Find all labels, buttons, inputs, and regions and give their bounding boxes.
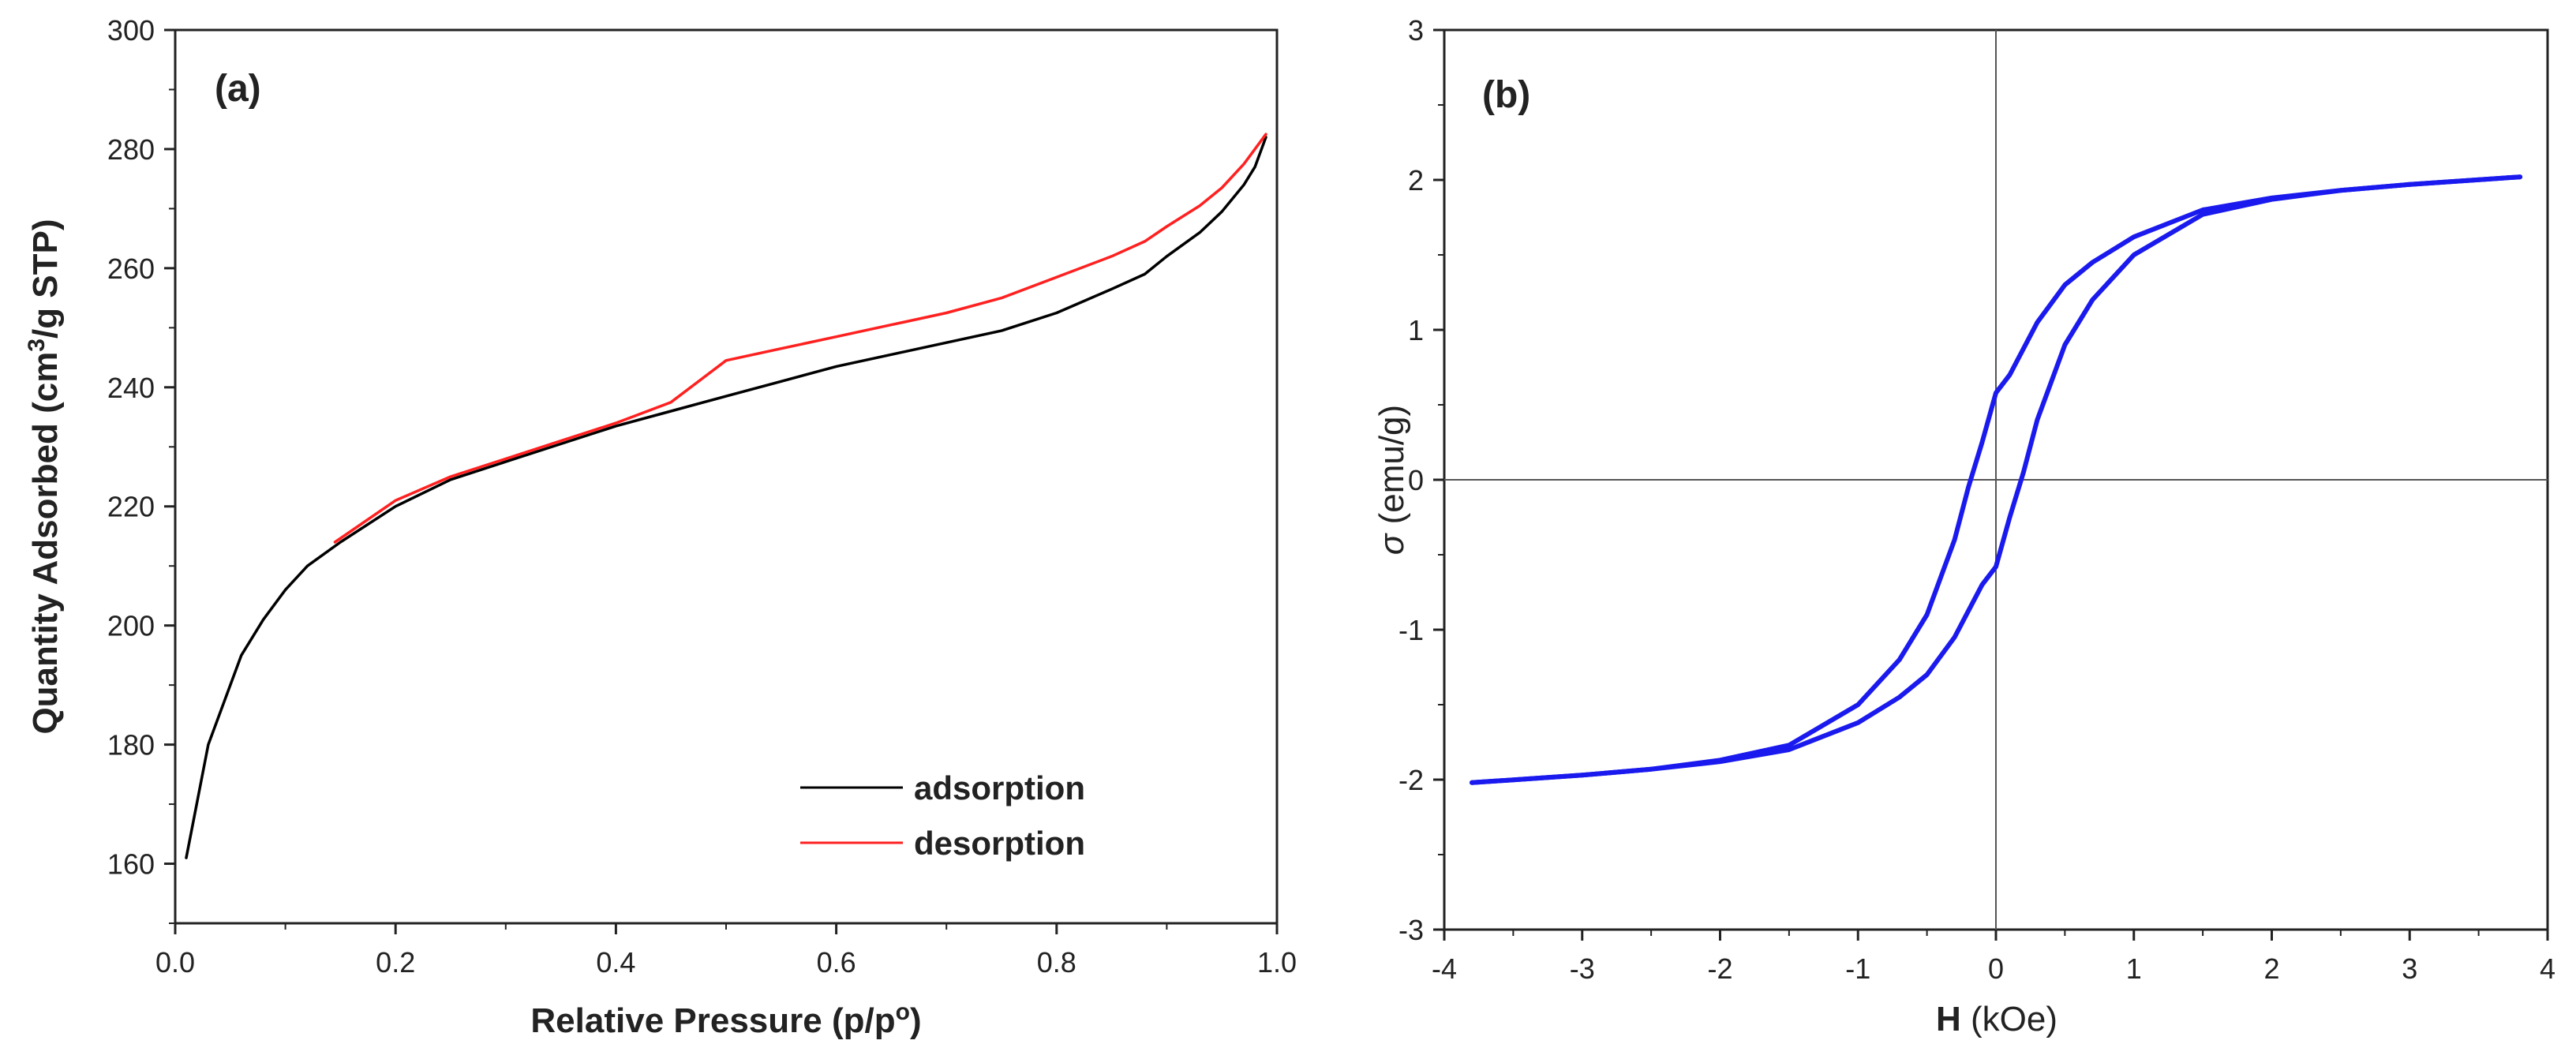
legend-label-adsorption: adsorption (914, 769, 1085, 806)
panel-b-label: (b) (1482, 74, 1530, 116)
x-tick-label: -1 (1845, 952, 1870, 985)
y-tick-label: 1 (1408, 314, 1424, 346)
y-tick-label: -3 (1398, 914, 1424, 946)
panel-a-y-axis-title: Quantity Adsorbed (cm3/g STP) (24, 219, 65, 734)
x-tick-label: -4 (1432, 952, 1457, 985)
x-tick-label: 0.8 (1037, 946, 1076, 979)
panel-a-tick-labels: 0.0 0.2 0.4 0.6 0.8 1.0 160 180 200 220 240 260 280 3… (107, 14, 1297, 979)
x-tick-label: 0.2 (376, 946, 415, 979)
x-tick-label: 0.4 (596, 946, 635, 979)
y-tick-label: 160 (107, 848, 155, 881)
y-tick-label: 180 (107, 729, 155, 762)
panel-b-x-axis-title: H (kOe) (1936, 1000, 2057, 1038)
series-line-adsorption (185, 136, 1267, 859)
panel-b-series (1470, 174, 2523, 785)
x-tick-label: 1.0 (1257, 946, 1297, 979)
series-line-desorption (333, 133, 1267, 544)
y-tick-label: 300 (107, 14, 155, 47)
y-tick-label: 2 (1408, 164, 1424, 196)
panel-a-series (185, 133, 1267, 859)
x-tick-label: 2 (2263, 952, 2279, 985)
x-tick-label: -2 (1707, 952, 1732, 985)
x-tick-label: 3 (2402, 952, 2417, 985)
x-tick-label: 4 (2540, 952, 2555, 985)
panel-b-zero-lines (1444, 30, 2548, 930)
panel-a-ticks (164, 28, 1279, 934)
series-line-descending-branch (1470, 174, 2523, 785)
x-tick-label: -3 (1570, 952, 1595, 985)
y-tick-label: 240 (107, 372, 155, 404)
legend-label-desorption: desorption (914, 825, 1085, 862)
x-tick-label: 0 (1988, 952, 2004, 985)
x-tick-label: 0.6 (817, 946, 856, 979)
y-tick-label: 260 (107, 253, 155, 285)
y-tick-label: 280 (107, 133, 155, 166)
panel-b-ticks (1433, 28, 2549, 941)
panel-a-x-axis-title: Relative Pressure (p/po) (530, 999, 921, 1040)
y-tick-label: 200 (107, 610, 155, 642)
x-tick-label: 0.0 (155, 946, 195, 979)
series-line-ascending-branch (1470, 174, 2523, 785)
panel-a-adsorption-chart: 0.0 0.2 0.4 0.6 0.8 1.0 160 180 200 220 240 260 280 3… (24, 14, 1297, 1040)
panel-a-legend: adsorption desorption (800, 769, 1085, 862)
panel-a-plot-frame (174, 28, 1279, 925)
y-tick-label: 3 (1408, 14, 1424, 47)
y-tick-label: 220 (107, 491, 155, 523)
y-tick-label: -2 (1398, 764, 1424, 796)
y-tick-label: -1 (1398, 614, 1424, 646)
panel-a-label: (a) (215, 68, 261, 110)
panel-b-y-axis-title: σ (emu/g) (1372, 405, 1411, 555)
x-tick-label: 1 (2126, 952, 2142, 985)
y-tick-label: 0 (1408, 464, 1424, 496)
